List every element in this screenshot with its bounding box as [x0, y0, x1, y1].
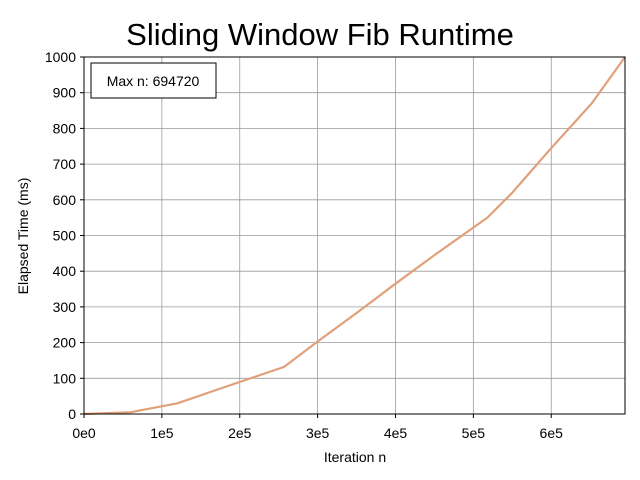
x-axis-label: Iteration n: [324, 449, 386, 465]
y-tick-label: 400: [53, 263, 77, 279]
annotation-frame: [90, 62, 217, 99]
grid-lines: [83, 56, 625, 415]
y-tick-label: 700: [53, 156, 77, 172]
x-tick-label: 3e5: [306, 425, 330, 441]
chart-title: Sliding Window Fib Runtime: [126, 17, 514, 52]
annotation-box: Max n: 694720: [90, 62, 217, 99]
y-tick-label: 800: [53, 120, 77, 136]
series-line: [83, 56, 626, 416]
x-tick-label: 0e0: [72, 425, 96, 441]
y-tick-label: 500: [53, 228, 77, 244]
x-tick-label: 4e5: [384, 425, 408, 441]
y-tick-label: 1000: [45, 49, 76, 65]
x-tick-label: 6e5: [540, 425, 564, 441]
annotation-text: Max n: 694720: [107, 73, 200, 89]
y-tick-label: 300: [53, 299, 77, 315]
y-tick-label: 900: [53, 85, 77, 101]
y-tick-label: 600: [53, 192, 77, 208]
x-tick-label: 5e5: [462, 425, 486, 441]
y-axis-label: Elapsed Time (ms): [15, 178, 31, 295]
y-tick-label: 100: [53, 370, 77, 386]
series-layer: [83, 56, 626, 416]
x-tick-label: 2e5: [228, 425, 252, 441]
y-tick-label: 200: [53, 335, 77, 351]
y-tick-label: 0: [68, 406, 76, 422]
x-tick-label: 1e5: [150, 425, 174, 441]
axis-ticks: 0e0 1e5 2e5 3e5 4e5 5e5 6e5 0 100 200 300 400 500 600…: [45, 49, 563, 441]
